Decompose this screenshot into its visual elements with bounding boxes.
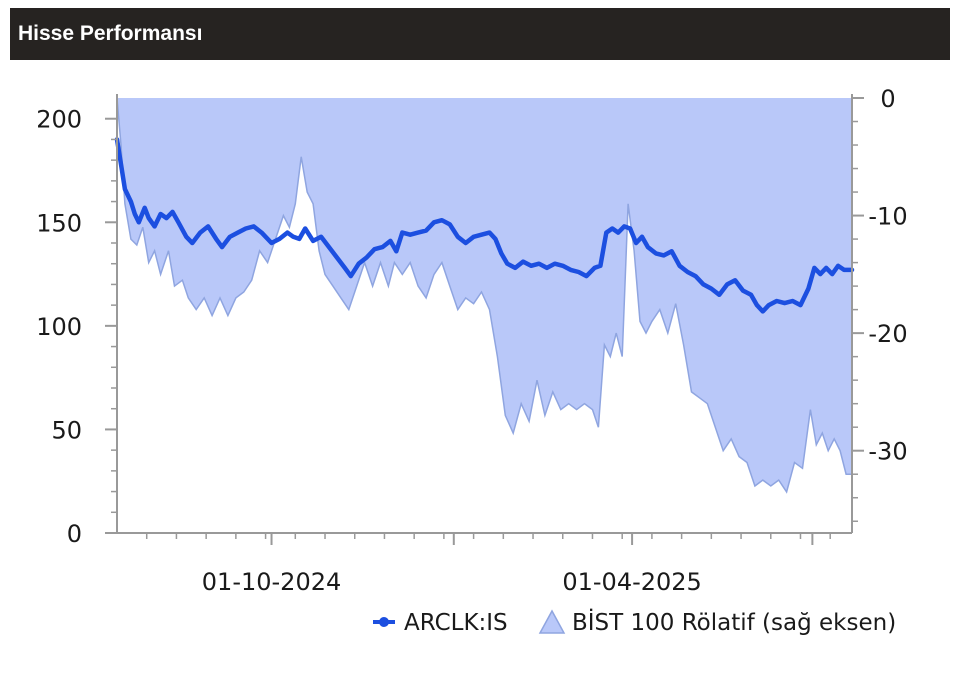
legend-line-marker	[379, 617, 389, 627]
series-area-bist100-relative	[117, 98, 852, 492]
line-layer	[114, 137, 855, 314]
y-right-tick-label: -20	[868, 320, 907, 348]
y-right-tick-label: -30	[868, 438, 907, 466]
y-right-tick-label: 0	[880, 85, 895, 113]
y-left-tick-label: 0	[67, 520, 82, 548]
axis-layer: 0 50 100 150 200 0 -10 -20 -30 01-10-2024 01-04-20…	[36, 85, 907, 596]
x-tick-label: 01-04-2025	[562, 568, 701, 596]
y-left-tick-label: 200	[36, 106, 82, 134]
x-tick-label: 01-10-2024	[202, 568, 341, 596]
chart-legend: ARCLK:IS BİST 100 Rölatif (sağ eksen)	[373, 608, 896, 636]
legend-label-arclk: ARCLK:IS	[404, 610, 508, 636]
section-title: Hisse Performansı	[18, 22, 203, 45]
legend-label-bist100: BİST 100 Rölatif (sağ eksen)	[572, 608, 896, 636]
legend-area-swatch	[538, 609, 566, 634]
section-header: Hisse Performansı	[10, 8, 950, 60]
series-area-outline	[116, 97, 852, 494]
y-right-tick-label: -10	[868, 203, 907, 231]
y-left-tick-label: 150	[36, 209, 82, 237]
series-line-arclk	[114, 137, 855, 314]
area-layer	[116, 97, 852, 494]
y-left-tick-label: 50	[51, 416, 82, 444]
y-left-tick-label: 100	[36, 313, 82, 341]
